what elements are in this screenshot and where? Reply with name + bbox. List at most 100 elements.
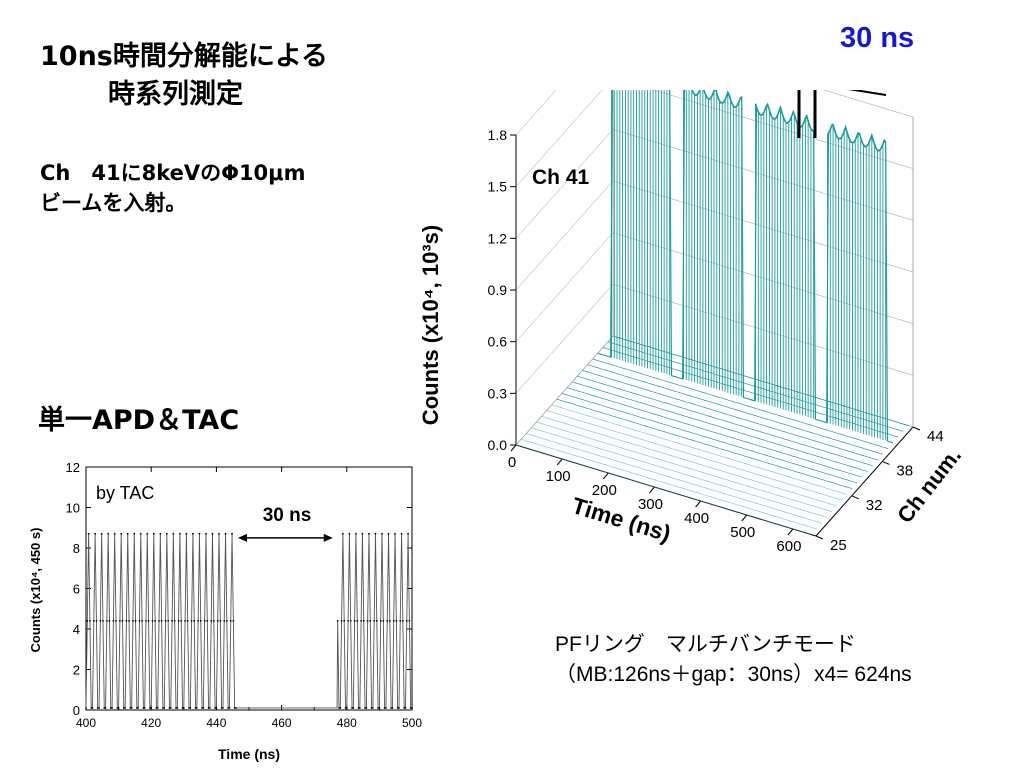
tac-data-point bbox=[156, 707, 159, 709]
tac-data-point bbox=[210, 620, 213, 622]
title-line-1: 10ns時間分解能による bbox=[40, 41, 329, 72]
tac-data-point bbox=[385, 707, 387, 709]
description: Ch 41に8keVのΦ10μm ビームを入射。 bbox=[40, 158, 306, 218]
tac-x-tick-label: 400 bbox=[76, 716, 96, 730]
tac-data-point bbox=[407, 532, 409, 535]
s3d-mesh-row bbox=[521, 438, 817, 530]
tac-data-point bbox=[352, 707, 355, 709]
tac-data-point bbox=[143, 707, 146, 709]
s3d-x-tick-label: 100 bbox=[546, 468, 571, 485]
tac-data-point bbox=[154, 620, 157, 622]
tac-data-point bbox=[400, 532, 403, 535]
s3d-floor-left bbox=[515, 335, 614, 446]
tac-data-point bbox=[357, 707, 360, 709]
tac-data-point bbox=[205, 532, 207, 535]
tac-data-point bbox=[141, 620, 143, 622]
tac-data-point bbox=[122, 707, 125, 709]
s3d-mesh-row bbox=[536, 421, 832, 513]
tac-data-point bbox=[121, 620, 124, 622]
tac-data-point bbox=[95, 620, 98, 622]
gap-callout-arrows bbox=[797, 90, 887, 138]
tac-data-point bbox=[167, 620, 170, 622]
tac-data-point bbox=[177, 620, 180, 622]
tac-data-point bbox=[150, 707, 153, 709]
s3d-z-tick-label: 1.2 bbox=[488, 230, 508, 246]
s3d-x-tick bbox=[741, 514, 748, 522]
s3d-y-tick bbox=[815, 535, 824, 540]
tac-data-point bbox=[388, 620, 391, 622]
tac-data-point bbox=[336, 620, 339, 622]
tac-data-point bbox=[165, 532, 168, 535]
tac-data-point bbox=[168, 707, 171, 709]
s3d-backwall-grid bbox=[823, 90, 914, 118]
tac-data-point bbox=[214, 707, 216, 709]
tac-data-point bbox=[91, 707, 94, 709]
tac-data-point bbox=[134, 620, 137, 622]
tac-data-point bbox=[111, 707, 113, 709]
tac-x-axis-label: Time (ns) bbox=[218, 746, 280, 762]
tac-data-point bbox=[92, 620, 95, 622]
ring-note-line-2: （MB:126ns＋gap：30ns）x4= 624ns bbox=[555, 663, 912, 686]
tac-data-point bbox=[358, 707, 361, 709]
description-line-2: ビームを入射。 bbox=[40, 191, 187, 215]
s3d-backwall-grid bbox=[652, 90, 914, 169]
tac-series bbox=[85, 532, 413, 709]
ring-note: PFリング マルチバンチモード （MB:126ns＋gap：30ns）x4= 6… bbox=[555, 630, 912, 690]
s3d-x-tick-label: 500 bbox=[730, 524, 755, 541]
surface-chart: 0.0 0.3 0.6 0.9 1.2 1.5 1.8 0 100 200 300 400 500 600… bbox=[418, 90, 966, 555]
tac-data-point bbox=[353, 620, 356, 622]
tac-y-tick-label: 8 bbox=[73, 541, 80, 556]
title-line-2: 時系列測定 bbox=[108, 79, 243, 110]
tac-data-point bbox=[162, 707, 164, 709]
tac-data-point bbox=[362, 620, 365, 622]
surface-y-axis-label: Ch num. bbox=[892, 443, 966, 528]
tac-data-point bbox=[395, 620, 398, 622]
s3d-mesh-row bbox=[572, 381, 868, 472]
tac-data-point bbox=[86, 620, 89, 622]
s3d-x-tick bbox=[787, 528, 794, 536]
tac-data-point bbox=[171, 620, 173, 622]
tac-data-point bbox=[190, 620, 193, 622]
tac-data-point bbox=[382, 620, 385, 622]
tac-data-point bbox=[381, 532, 383, 535]
tac-data-point bbox=[124, 707, 127, 709]
tac-data-point bbox=[130, 707, 133, 709]
s3d-sidewall-grid bbox=[515, 232, 614, 342]
s3d-z-tick-label: 0.3 bbox=[488, 385, 508, 401]
s3d-mesh-row bbox=[541, 415, 837, 507]
s3d-backwall-grid bbox=[612, 232, 914, 324]
s3d-mesh-row bbox=[592, 358, 889, 449]
s3d-y-tick bbox=[912, 426, 921, 431]
tac-data-point bbox=[169, 707, 172, 709]
tac-data-point bbox=[175, 707, 177, 709]
tac-data-point bbox=[398, 707, 400, 709]
s3d-mesh-row bbox=[531, 427, 827, 518]
s3d-mesh-row bbox=[587, 364, 884, 455]
tac-data-point bbox=[356, 620, 359, 622]
tac-data-point bbox=[129, 707, 132, 709]
tac-data-point bbox=[222, 707, 224, 709]
tac-data-point bbox=[219, 620, 222, 622]
s3d-mesh-row bbox=[577, 375, 873, 467]
s3d-mesh-row bbox=[556, 398, 853, 490]
tac-data-point bbox=[163, 707, 166, 709]
tac-data-point bbox=[178, 532, 181, 535]
s3d-backwall-grid bbox=[612, 284, 914, 376]
tac-y-tick-label: 6 bbox=[73, 582, 80, 597]
tac-data-point bbox=[176, 707, 179, 709]
tac-data-point bbox=[235, 707, 237, 709]
tac-data-point bbox=[231, 532, 233, 535]
s3d-sidewall-grid bbox=[515, 90, 603, 187]
s3d-x-tick-label: 600 bbox=[776, 538, 801, 555]
s3d-y-tick-label: 38 bbox=[896, 462, 913, 479]
tac-data-point bbox=[390, 707, 393, 709]
s3d-y-tick-label: 25 bbox=[830, 537, 847, 554]
tac-data-point bbox=[133, 532, 136, 535]
tac-data-point bbox=[338, 707, 340, 709]
tac-data-point bbox=[375, 620, 378, 622]
s3d-mesh-row bbox=[526, 433, 822, 524]
tac-x-tick-label: 500 bbox=[402, 716, 422, 730]
tac-data-point bbox=[148, 707, 151, 709]
s3d-x-tick bbox=[602, 472, 609, 480]
tac-data-point bbox=[107, 532, 110, 535]
